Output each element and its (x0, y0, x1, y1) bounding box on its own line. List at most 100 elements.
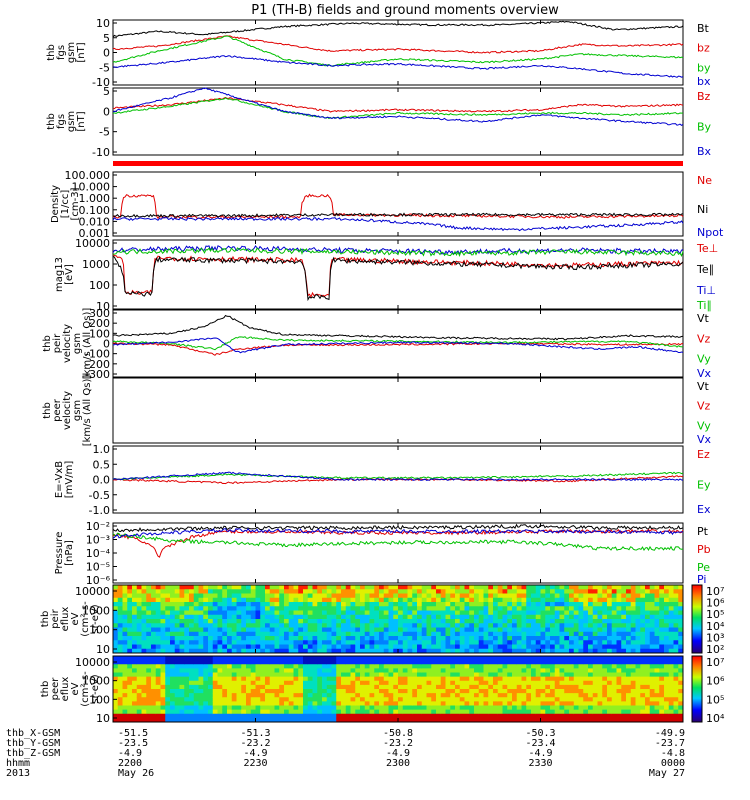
spectrogram-cell (640, 623, 646, 628)
spectrogram-cell (284, 701, 290, 707)
spectrogram-cell (407, 614, 413, 620)
spectrogram-cell (573, 614, 579, 620)
y-axis-label-line: (cm²-s- (80, 601, 91, 637)
spectrogram-cell (132, 656, 138, 661)
spectrogram-cell (279, 640, 285, 645)
spectrogram-cell (136, 672, 142, 678)
spectrogram-cell (554, 656, 560, 661)
spectrogram-cell (160, 689, 166, 694)
spectrogram-cell (426, 660, 432, 665)
spectrogram-cell (478, 597, 484, 603)
spectrogram-cell (407, 701, 413, 707)
spectrogram-cell (146, 701, 152, 707)
spectrogram-cell (431, 672, 437, 678)
spectrogram-cell (417, 593, 423, 599)
spectrogram-cell (160, 636, 166, 641)
spectrogram-cell (531, 619, 537, 624)
spectrogram-cell (417, 648, 423, 654)
spectrogram-cell (445, 631, 451, 637)
spectrogram-cell (184, 697, 190, 702)
spectrogram-cell (165, 619, 171, 624)
spectrogram-cell (431, 713, 437, 719)
spectrogram-cell (426, 701, 432, 707)
spectrogram-cell (607, 606, 613, 611)
spectrogram-cell (179, 697, 185, 702)
spectrogram-cell (227, 631, 233, 637)
spectrogram-cell (664, 713, 670, 719)
spectrogram-cell (464, 668, 470, 674)
spectrogram-cell (269, 656, 275, 661)
spectrogram-cell (564, 689, 570, 694)
ephemeris-value: 0000 (661, 758, 685, 769)
spectrogram-cell (502, 697, 508, 702)
spectrogram-cell (198, 627, 204, 633)
spectrogram-cell (212, 585, 218, 590)
spectrogram-cell (455, 593, 461, 599)
spectrogram-cell (407, 689, 413, 694)
spectrogram-cell (374, 614, 380, 620)
spectrogram-cell (117, 684, 123, 690)
spectrogram-cell (559, 680, 565, 686)
spectrogram-cell (236, 627, 242, 633)
spectrogram-cell (303, 680, 309, 686)
spectrogram-cell (246, 709, 252, 715)
spectrogram-cell (341, 705, 347, 711)
spectrogram-cell (231, 648, 237, 654)
spectrogram-cell (132, 676, 138, 682)
spectrogram-cell (193, 631, 199, 637)
spectrogram-cell (540, 693, 546, 698)
spectrogram-cell (578, 606, 584, 611)
spectrogram-cell (293, 631, 299, 637)
spectrogram-cell (160, 709, 166, 715)
spectrogram-cell (198, 636, 204, 641)
spectrogram-cell (540, 602, 546, 607)
spectrogram-cell (502, 631, 508, 637)
spectrogram-cell (179, 664, 185, 669)
spectrogram-cell (540, 697, 546, 702)
spectrogram-cell (336, 701, 342, 707)
spectrogram-cell (654, 660, 660, 665)
spectrogram-cell (573, 701, 579, 707)
spectrogram-cell (350, 631, 356, 637)
spectrogram-cell (388, 664, 394, 669)
spectrogram-cell (189, 697, 195, 702)
spectrogram-cell (559, 648, 565, 654)
spectrogram-cell (493, 684, 499, 690)
spectrogram-cell (246, 717, 252, 723)
spectrogram-cell (331, 640, 337, 645)
spectrogram-cell (516, 660, 522, 665)
spectrogram-cell (597, 668, 603, 674)
spectrogram-cell (521, 713, 527, 719)
spectrogram-cell (417, 660, 423, 665)
spectrogram-cell (417, 680, 423, 686)
spectrogram-cell (208, 656, 214, 661)
spectrogram-cell (360, 593, 366, 599)
spectrogram-cell (431, 701, 437, 707)
spectrogram-cell (540, 593, 546, 599)
spectrogram-cell (369, 664, 375, 669)
ephemeris-value: -50.8 (383, 728, 413, 739)
spectrogram-cell (165, 717, 171, 723)
spectrogram-cell (678, 713, 684, 719)
spectrogram-cell (516, 614, 522, 620)
spectrogram-cell (450, 593, 456, 599)
spectrogram-cell (179, 623, 185, 628)
spectrogram-cell (569, 627, 575, 633)
spectrogram-cell (279, 636, 285, 641)
spectrogram-cell (246, 606, 252, 611)
spectrogram-cell (174, 709, 180, 715)
spectrogram-cell (288, 623, 294, 628)
spectrogram-cell (260, 664, 266, 669)
spectrogram-cell (170, 656, 176, 661)
spectrogram-cell (170, 610, 176, 616)
spectrogram-cell (388, 672, 394, 678)
spectrogram-cell (459, 697, 465, 702)
spectrogram-cell (540, 585, 546, 590)
spectrogram-cell (597, 709, 603, 715)
spectrogram-cell (326, 648, 332, 654)
spectrogram-cell (588, 717, 594, 723)
spectrogram-cell (331, 644, 337, 650)
spectrogram-cell (469, 689, 475, 694)
spectrogram-cell (122, 676, 128, 682)
